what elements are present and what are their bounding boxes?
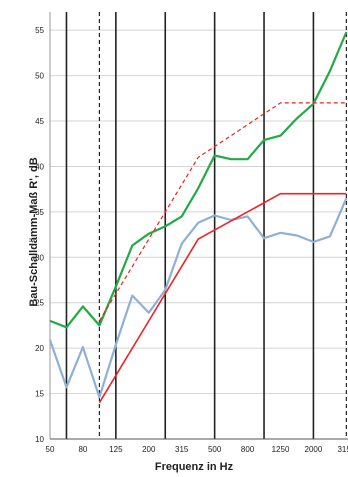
y-tick-label: 50 <box>35 72 44 81</box>
x-tick-label: 500 <box>208 445 222 454</box>
series-line-3 <box>98 192 347 404</box>
x-tick-label: 315 <box>175 445 189 454</box>
y-tick-label: 25 <box>35 299 44 308</box>
x-tick-label: 2000 <box>305 445 323 454</box>
series-line-4 <box>98 102 347 322</box>
grid-layer <box>49 12 348 440</box>
series-layer <box>48 31 348 404</box>
series-line-1 <box>49 31 348 329</box>
x-tick-label: 800 <box>241 445 255 454</box>
x-tick-label: 3150 <box>337 445 348 454</box>
y-tick-label: 35 <box>35 208 44 217</box>
y-tick-label: 10 <box>35 435 44 444</box>
tick-layer: 10 15 20 25 30 35 40 45 50 55 50 80 125 200 315 500 800 1… <box>35 26 348 454</box>
y-axis-label: Bau-Schalldämm-Maß R', dB <box>28 157 40 306</box>
x-tick-label: 200 <box>142 445 156 454</box>
x-axis-label: Frequenz in Hz <box>155 461 234 473</box>
x-tick-label: 50 <box>46 445 55 454</box>
y-tick-label: 45 <box>35 117 44 126</box>
x-tick-label: 1250 <box>272 445 290 454</box>
y-tick-label: 30 <box>35 253 44 262</box>
y-tick-label: 55 <box>35 26 44 35</box>
x-tick-label: 125 <box>109 445 123 454</box>
series-line-2 <box>48 197 348 399</box>
y-tick-label: 15 <box>35 390 44 399</box>
y-tick-label: 20 <box>35 344 44 353</box>
y-tick-label: 40 <box>35 162 44 171</box>
x-tick-label: 80 <box>78 445 87 454</box>
